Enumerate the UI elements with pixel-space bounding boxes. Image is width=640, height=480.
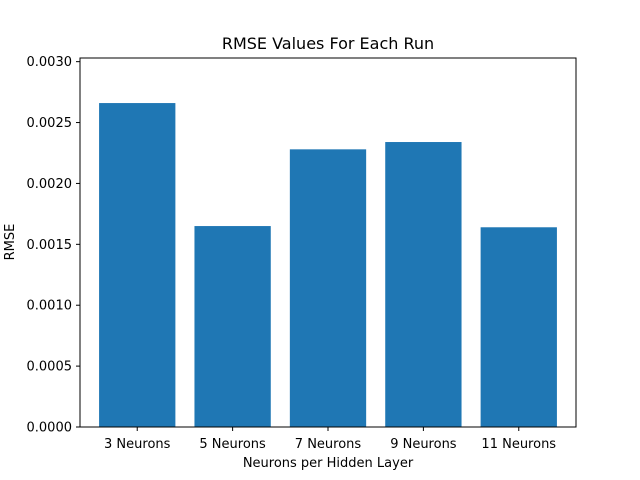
y-tick-label: 0.0020 [27,177,73,192]
x-tick-label: 11 Neurons [481,437,556,452]
x-tick-label: 9 Neurons [390,437,457,452]
y-tick-label: 0.0000 [27,421,73,436]
bar-3 [385,142,462,427]
x-tick-label: 5 Neurons [199,437,266,452]
bar-4 [480,227,557,427]
y-tick-label: 0.0025 [27,116,73,131]
chart-title: RMSE Values For Each Run [222,34,434,53]
y-axis-label: RMSE [3,224,18,261]
y-tick-label: 0.0030 [27,55,73,70]
x-tick-label: 3 Neurons [104,437,171,452]
y-tick-label: 0.0010 [27,299,73,314]
bars-group [99,103,557,428]
x-tick-label: 7 Neurons [295,437,362,452]
bar-0 [99,103,176,428]
y-tick-label: 0.0015 [27,238,73,253]
bar-2 [289,149,367,427]
bar-1 [194,226,271,427]
y-axis-ticks: 0.0000 0.0005 0.0010 0.0015 0.0020 0.0025 0.00… [27,55,80,436]
x-axis-ticks: 3 Neurons 5 Neurons 7 Neurons 9 Neurons 11 N… [104,427,556,452]
x-axis-label: Neurons per Hidden Layer [243,456,414,471]
y-tick-label: 0.0005 [27,360,73,375]
